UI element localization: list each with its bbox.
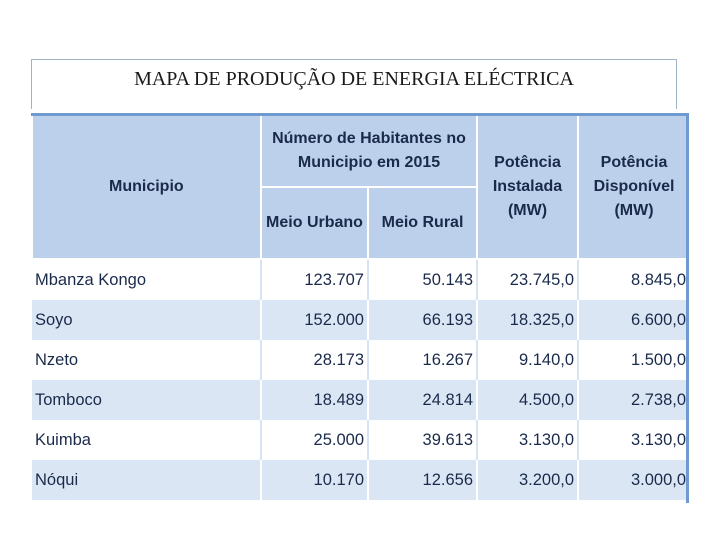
table-row: Soyo 152.000 66.193 18.325,0 6.600,0 [32,300,689,340]
cell-rural: 16.267 [366,340,479,380]
header-potencia-instalada: Potência Instalada (MW) [476,113,580,260]
table-row: Tomboco 18.489 24.814 4.500,0 2.738,0 [32,380,689,420]
cell-instalada: 3.200,0 [476,460,580,500]
cell-rural: 24.814 [366,380,479,420]
cell-municipio: Tomboco [32,380,262,420]
table-row: Mbanza Kongo 123.707 50.143 23.745,0 8.8… [32,258,689,300]
cell-municipio: Kuimba [32,420,262,460]
cell-disponivel: 3.130,0 [577,420,689,460]
cell-urbano: 152.000 [260,300,369,340]
cell-municipio: Mbanza Kongo [32,258,262,300]
header-meio-urbano: Meio Urbano [260,186,369,260]
header-municipio: Municipio [31,113,262,260]
cell-municipio: Nzeto [32,340,262,380]
energy-table-container: Municipio Número de Habitantes no Munici… [31,113,689,503]
cell-instalada: 4.500,0 [476,380,580,420]
cell-instalada: 23.745,0 [476,258,580,300]
cell-rural: 50.143 [366,258,479,300]
title-box: MAPA DE PRODUÇÃO DE ENERGIA ELÉCTRICA [31,59,677,109]
energy-production-table: Municipio Número de Habitantes no Munici… [31,113,689,500]
cell-instalada: 3.130,0 [476,420,580,460]
header-habitantes: Número de Habitantes no Municipio em 201… [259,113,479,188]
table-row: Kuimba 25.000 39.613 3.130,0 3.130,0 [32,420,689,460]
cell-municipio: Soyo [32,300,262,340]
table-row: Nóqui 10.170 12.656 3.200,0 3.000,0 [32,460,689,500]
cell-urbano: 18.489 [260,380,369,420]
cell-rural: 66.193 [366,300,479,340]
cell-instalada: 18.325,0 [476,300,580,340]
cell-urbano: 25.000 [260,420,369,460]
cell-municipio: Nóqui [32,460,262,500]
cell-disponivel: 3.000,0 [577,460,689,500]
cell-disponivel: 8.845,0 [577,258,689,300]
table-right-border [686,113,689,503]
page-title: MAPA DE PRODUÇÃO DE ENERGIA ELÉCTRICA [134,68,574,90]
cell-instalada: 9.140,0 [476,340,580,380]
cell-urbano: 28.173 [260,340,369,380]
cell-urbano: 10.170 [260,460,369,500]
cell-rural: 12.656 [366,460,479,500]
cell-disponivel: 1.500,0 [577,340,689,380]
cell-disponivel: 6.600,0 [577,300,689,340]
header-potencia-disponivel: Potência Disponível (MW) [577,113,689,260]
table-top-border [31,113,689,116]
table-row: Nzeto 28.173 16.267 9.140,0 1.500,0 [32,340,689,380]
cell-disponivel: 2.738,0 [577,380,689,420]
cell-urbano: 123.707 [260,258,369,300]
header-meio-rural: Meio Rural [366,186,479,260]
cell-rural: 39.613 [366,420,479,460]
